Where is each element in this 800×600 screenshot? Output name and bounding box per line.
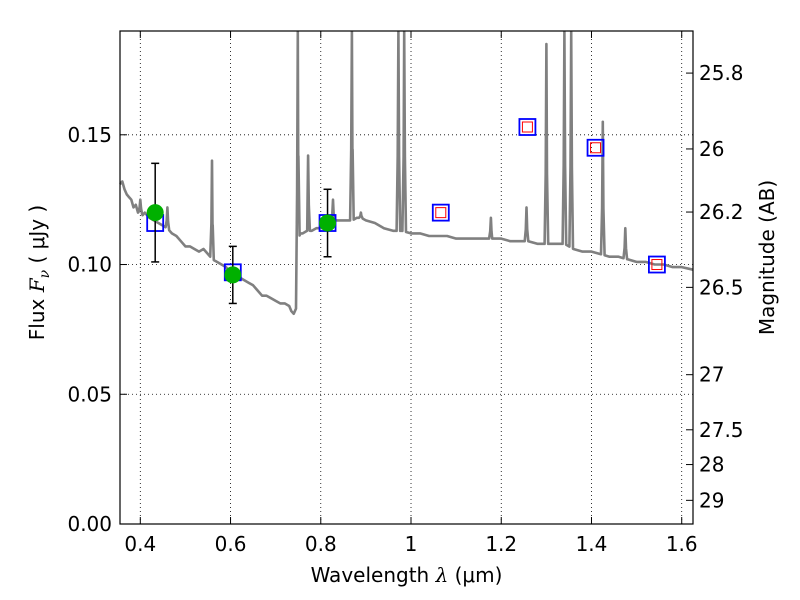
y2-tick-label: 25.8 bbox=[699, 61, 744, 85]
x-axis-label-symbol: λ bbox=[435, 563, 449, 587]
model-band-square bbox=[586, 138, 605, 157]
model-spectrum bbox=[119, 30, 694, 316]
x-tick-label: 0.4 bbox=[124, 532, 156, 556]
band-marker-square bbox=[435, 207, 447, 219]
y2-tick-label: 27 bbox=[699, 363, 724, 387]
photometry-points bbox=[146, 118, 666, 305]
x-axis-label-text: Wavelength bbox=[311, 563, 436, 587]
x-tick-label: 1 bbox=[405, 532, 418, 556]
x-tick-label: 0.8 bbox=[305, 532, 337, 556]
y-axis-label-unit: ( μJy ) bbox=[25, 205, 49, 270]
y2-tick-label: 27.5 bbox=[699, 418, 744, 442]
y2-tick-label: 26 bbox=[699, 137, 724, 161]
y2-axis-label: Magnitude (AB) bbox=[755, 180, 779, 335]
plot-frame bbox=[119, 30, 694, 525]
y2-tick-label: 29 bbox=[699, 488, 724, 512]
y-axis-label: Flux Fν ( μJy ) bbox=[25, 205, 53, 340]
model-spectrum-line bbox=[119, 30, 694, 316]
band-marker-square bbox=[651, 259, 663, 271]
band-marker-square bbox=[590, 142, 602, 154]
axis-ticks: 0.4 0.6 0.8 1 1.2 1.4 1.6 0.00 0.05 0.10 0.15 25.8 2… bbox=[67, 31, 744, 556]
y-tick-label: 0.15 bbox=[67, 123, 112, 147]
x-tick-label: 1.6 bbox=[666, 532, 698, 556]
x-tick-label: 1.4 bbox=[576, 532, 608, 556]
band-marker-square bbox=[521, 121, 533, 133]
x-axis-label: Wavelength λ (μm) bbox=[311, 563, 503, 587]
y-tick-label: 0.00 bbox=[67, 512, 112, 536]
model-band-square bbox=[648, 255, 666, 274]
model-band-square bbox=[518, 118, 537, 136]
observed-point bbox=[319, 214, 337, 232]
y-tick-label: 0.10 bbox=[67, 253, 112, 277]
x-tick-label: 0.6 bbox=[215, 532, 247, 556]
y-axis-label-subscript: ν bbox=[37, 269, 53, 278]
y-axis-label-symbol: F bbox=[25, 277, 49, 293]
x-axis-label-unit: (μm) bbox=[448, 563, 502, 587]
grid-lines bbox=[120, 31, 693, 525]
y-tick-label: 0.05 bbox=[67, 382, 112, 406]
x-tick-label: 1.2 bbox=[485, 532, 517, 556]
y2-tick-label: 26.5 bbox=[699, 275, 744, 299]
y2-tick-label: 28 bbox=[699, 453, 724, 477]
observed-point bbox=[146, 204, 164, 222]
y2-tick-label: 26.2 bbox=[699, 200, 744, 224]
y-axis-label-text: Flux bbox=[25, 292, 49, 340]
model-band-square bbox=[431, 203, 450, 222]
observed-point bbox=[224, 266, 242, 284]
